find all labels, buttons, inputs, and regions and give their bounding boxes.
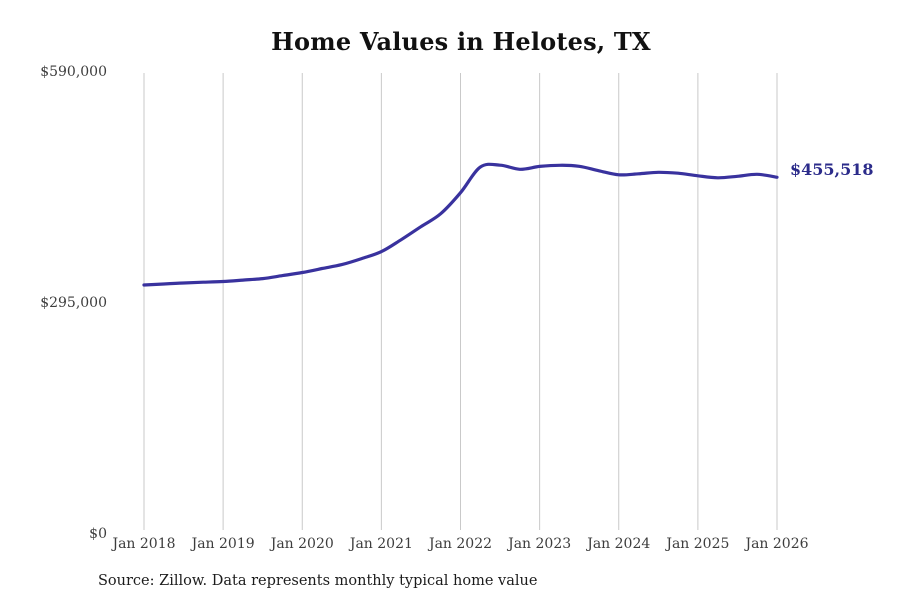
x-tick-label-jan-2021: Jan 2021 xyxy=(349,536,413,552)
x-tick-label-jan-2025: Jan 2025 xyxy=(666,536,730,552)
chart-title: Home Values in Helotes, TX xyxy=(271,27,651,56)
home-value-series-line xyxy=(142,162,779,287)
x-tick-label-jan-2024: Jan 2024 xyxy=(587,536,651,552)
source-note: Source: Zillow. Data represents monthly … xyxy=(98,573,538,589)
x-tick-label-jan-2019: Jan 2019 xyxy=(191,536,255,552)
x-tick-label-jan-2018: Jan 2018 xyxy=(112,536,176,552)
x-tick-label-jan-2023: Jan 2023 xyxy=(508,536,572,552)
x-tick-label-jan-2020: Jan 2020 xyxy=(270,536,334,552)
y-tick-label--0: $0 xyxy=(89,526,107,542)
last-value-annotation: $455,518 xyxy=(790,160,874,180)
y-tick-label--590-000: $590,000 xyxy=(40,64,107,80)
x-tick-label-jan-2022: Jan 2022 xyxy=(428,536,493,552)
x-tick-label-jan-2026: Jan 2026 xyxy=(745,536,809,552)
y-tick-label--295-000: $295,000 xyxy=(40,295,107,311)
